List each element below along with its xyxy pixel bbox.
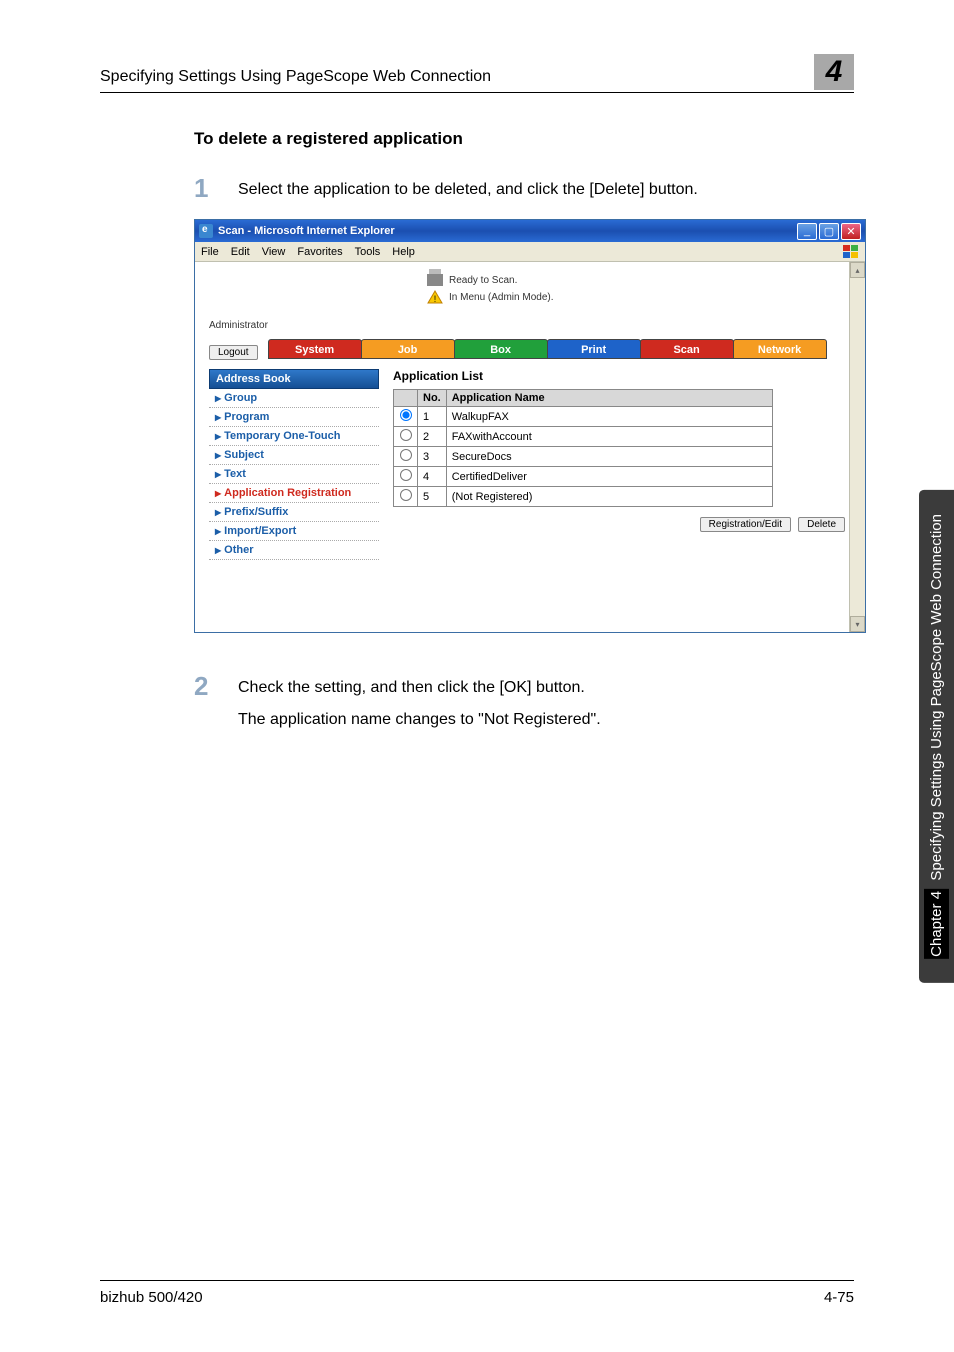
menu-tools[interactable]: Tools: [355, 246, 381, 258]
window-menu-bar: File Edit View Favorites Tools Help: [195, 242, 865, 262]
sidebar-item-program[interactable]: Program: [209, 408, 379, 427]
sidebar-header-address-book[interactable]: Address Book: [209, 369, 379, 389]
status-ready: Ready to Scan.: [449, 275, 517, 286]
step-text: Select the application to be deleted, an…: [238, 175, 698, 199]
content-column: Application List No. Application Name 1 …: [389, 369, 851, 560]
header-title: Specifying Settings Using PageScope Web …: [100, 68, 491, 86]
sidebar: Address Book Group Program Temporary One…: [209, 369, 379, 560]
side-tab-label: Specifying Settings Using PageScope Web …: [928, 514, 945, 881]
menu-help[interactable]: Help: [392, 246, 415, 258]
warning-icon: !: [427, 290, 443, 304]
table-row: 3 SecureDocs: [394, 447, 773, 467]
app-list-title: Application List: [389, 369, 851, 383]
row3-no: 3: [418, 447, 447, 467]
row4-radio[interactable]: [400, 469, 412, 481]
row4-no: 4: [418, 467, 447, 487]
chapter-number-box: 4: [814, 54, 854, 90]
delete-button[interactable]: Delete: [798, 517, 845, 532]
col-no: No.: [418, 390, 447, 407]
row1-name: WalkupFAX: [446, 407, 772, 427]
window-title-bar: Scan - Microsoft Internet Explorer _ ▢ ✕: [195, 220, 865, 242]
step-number: 2: [194, 673, 238, 699]
row2-radio[interactable]: [400, 429, 412, 441]
table-row: 2 FAXwithAccount: [394, 427, 773, 447]
menu-file[interactable]: File: [201, 246, 219, 258]
sidebar-item-import-export[interactable]: Import/Export: [209, 522, 379, 541]
sidebar-item-prefix-suffix[interactable]: Prefix/Suffix: [209, 503, 379, 522]
scrollbar[interactable]: ▴ ▾: [849, 262, 865, 632]
footer-right: 4-75: [824, 1289, 854, 1306]
step-text: Check the setting, and then click the [O…: [238, 673, 601, 729]
svg-text:!: !: [434, 294, 437, 304]
row1-radio[interactable]: [400, 409, 412, 421]
ie-window: Scan - Microsoft Internet Explorer _ ▢ ✕…: [194, 219, 866, 633]
logout-button[interactable]: Logout: [209, 345, 258, 360]
step-2: 2 Check the setting, and then click the …: [194, 673, 854, 729]
ie-icon: [199, 224, 213, 238]
status-mode: In Menu (Admin Mode).: [449, 292, 554, 303]
menu-favorites[interactable]: Favorites: [297, 246, 342, 258]
row2-name: FAXwithAccount: [446, 427, 772, 447]
admin-label: Administrator: [209, 320, 268, 331]
page-footer: bizhub 500/420 4-75: [100, 1280, 854, 1306]
sidebar-item-subject[interactable]: Subject: [209, 446, 379, 465]
row2-no: 2: [418, 427, 447, 447]
window-content: Ready to Scan. ! In Menu (Admin Mode). A…: [195, 262, 865, 632]
window-title: Scan - Microsoft Internet Explorer: [218, 225, 395, 237]
maximize-button[interactable]: ▢: [819, 223, 839, 240]
sidebar-item-text[interactable]: Text: [209, 465, 379, 484]
sidebar-item-group[interactable]: Group: [209, 389, 379, 408]
row1-no: 1: [418, 407, 447, 427]
section-heading: To delete a registered application: [194, 129, 854, 149]
table-row: 4 CertifiedDeliver: [394, 467, 773, 487]
step-number: 1: [194, 175, 238, 201]
scroll-up-arrow[interactable]: ▴: [850, 262, 865, 278]
minimize-button[interactable]: _: [797, 223, 817, 240]
tab-row: System Job Box Print Scan Network: [268, 339, 826, 359]
col-radio: [394, 390, 418, 407]
menu-edit[interactable]: Edit: [231, 246, 250, 258]
step-1: 1 Select the application to be deleted, …: [194, 175, 854, 201]
sidebar-item-temp-one-touch[interactable]: Temporary One-Touch: [209, 427, 379, 446]
row3-name: SecureDocs: [446, 447, 772, 467]
sidebar-item-other[interactable]: Other: [209, 541, 379, 560]
step2-text1: Check the setting, and then click the [O…: [238, 679, 601, 697]
table-row: 1 WalkupFAX: [394, 407, 773, 427]
printer-icon: [427, 274, 443, 286]
row5-radio[interactable]: [400, 489, 412, 501]
col-name: Application Name: [446, 390, 772, 407]
tab-scan[interactable]: Scan: [640, 339, 734, 359]
registration-edit-button[interactable]: Registration/Edit: [700, 517, 791, 532]
scroll-down-arrow[interactable]: ▾: [850, 616, 865, 632]
sidebar-item-app-registration[interactable]: Application Registration: [209, 484, 379, 503]
close-button[interactable]: ✕: [841, 223, 861, 240]
menu-view[interactable]: View: [262, 246, 286, 258]
tab-print[interactable]: Print: [547, 339, 641, 359]
side-tab: Chapter 4 Specifying Settings Using Page…: [919, 490, 954, 983]
app-list-table: No. Application Name 1 WalkupFAX 2 FAXwi…: [393, 389, 773, 507]
table-row: 5 (Not Registered): [394, 487, 773, 507]
step2-text2: The application name changes to "Not Reg…: [238, 711, 601, 729]
row5-no: 5: [418, 487, 447, 507]
row3-radio[interactable]: [400, 449, 412, 461]
row5-name: (Not Registered): [446, 487, 772, 507]
tab-box[interactable]: Box: [454, 339, 548, 359]
tab-system[interactable]: System: [268, 339, 362, 359]
footer-left: bizhub 500/420: [100, 1289, 203, 1306]
row4-name: CertifiedDeliver: [446, 467, 772, 487]
tab-network[interactable]: Network: [733, 339, 827, 359]
windows-flag-icon: [843, 245, 859, 259]
tab-job[interactable]: Job: [361, 339, 455, 359]
side-tab-chapter: Chapter 4: [924, 889, 949, 959]
page-header: Specifying Settings Using PageScope Web …: [100, 50, 854, 93]
